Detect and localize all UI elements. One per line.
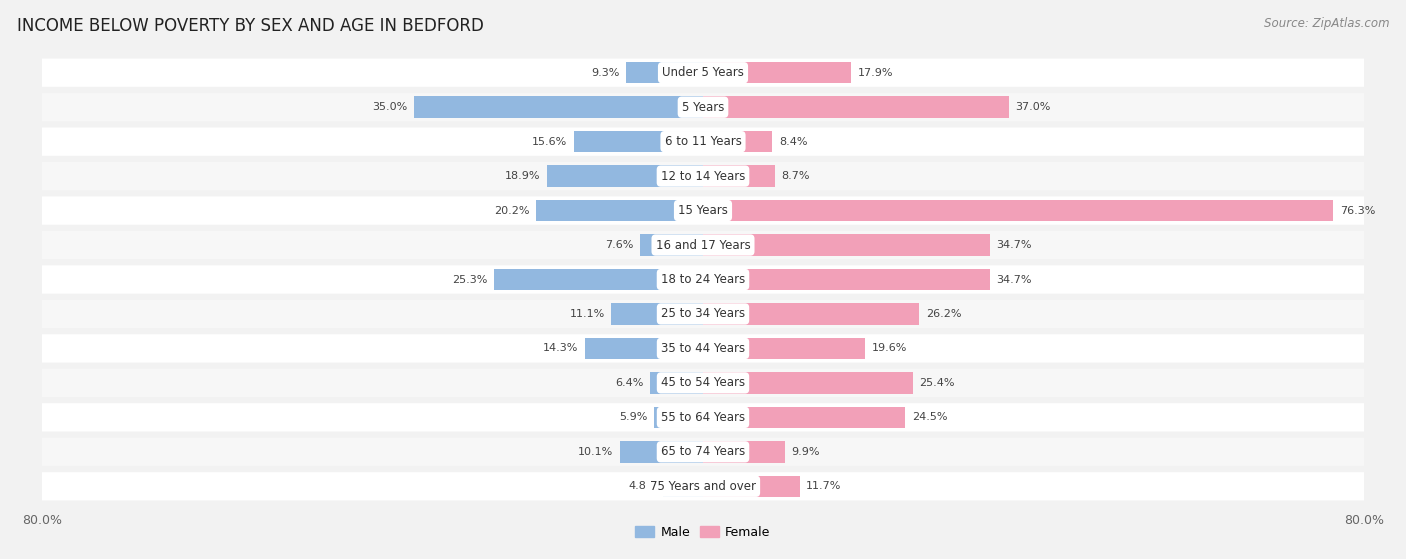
Bar	[703, 131, 772, 152]
Text: 5.9%: 5.9%	[619, 413, 648, 423]
Bar	[703, 407, 905, 428]
Text: 25.4%: 25.4%	[920, 378, 955, 388]
Bar	[703, 62, 851, 83]
Text: 16 and 17 Years: 16 and 17 Years	[655, 239, 751, 252]
Text: 8.7%: 8.7%	[782, 171, 810, 181]
Text: 9.9%: 9.9%	[792, 447, 820, 457]
Text: 17.9%: 17.9%	[858, 68, 893, 78]
Bar	[703, 234, 990, 255]
Text: 5 Years: 5 Years	[682, 101, 724, 113]
Text: 65 to 74 Years: 65 to 74 Years	[661, 446, 745, 458]
Bar	[703, 165, 775, 187]
FancyBboxPatch shape	[0, 266, 1406, 293]
Text: 26.2%: 26.2%	[927, 309, 962, 319]
Text: 14.3%: 14.3%	[543, 343, 578, 353]
Text: Under 5 Years: Under 5 Years	[662, 66, 744, 79]
Text: 37.0%: 37.0%	[1015, 102, 1050, 112]
Bar	[626, 62, 703, 83]
Text: 10.1%: 10.1%	[578, 447, 613, 457]
Text: 19.6%: 19.6%	[872, 343, 907, 353]
Text: 15 Years: 15 Years	[678, 204, 728, 217]
Text: 9.3%: 9.3%	[591, 68, 620, 78]
FancyBboxPatch shape	[0, 300, 1406, 328]
Bar	[612, 304, 703, 325]
Bar	[640, 234, 703, 255]
Text: 34.7%: 34.7%	[997, 240, 1032, 250]
Bar	[703, 97, 1008, 118]
Bar	[574, 131, 703, 152]
Bar	[536, 200, 703, 221]
Text: 7.6%: 7.6%	[605, 240, 634, 250]
FancyBboxPatch shape	[0, 231, 1406, 259]
Bar	[413, 97, 703, 118]
Bar	[650, 372, 703, 394]
Text: Source: ZipAtlas.com: Source: ZipAtlas.com	[1264, 17, 1389, 30]
Bar	[494, 269, 703, 290]
FancyBboxPatch shape	[0, 196, 1406, 225]
FancyBboxPatch shape	[0, 127, 1406, 156]
Bar	[547, 165, 703, 187]
Text: 34.7%: 34.7%	[997, 274, 1032, 285]
Text: 6 to 11 Years: 6 to 11 Years	[665, 135, 741, 148]
Bar	[664, 476, 703, 497]
Bar	[654, 407, 703, 428]
Bar	[703, 269, 990, 290]
Bar	[620, 441, 703, 462]
Text: 18.9%: 18.9%	[505, 171, 540, 181]
Bar	[703, 304, 920, 325]
FancyBboxPatch shape	[0, 59, 1406, 87]
Text: 76.3%: 76.3%	[1340, 206, 1375, 216]
Bar	[703, 372, 912, 394]
Text: 25 to 34 Years: 25 to 34 Years	[661, 307, 745, 320]
Bar	[703, 441, 785, 462]
Text: 20.2%: 20.2%	[494, 206, 530, 216]
FancyBboxPatch shape	[0, 438, 1406, 466]
Text: 6.4%: 6.4%	[616, 378, 644, 388]
FancyBboxPatch shape	[0, 162, 1406, 190]
Text: 45 to 54 Years: 45 to 54 Years	[661, 376, 745, 390]
Text: 12 to 14 Years: 12 to 14 Years	[661, 169, 745, 183]
Bar	[585, 338, 703, 359]
FancyBboxPatch shape	[0, 369, 1406, 397]
Text: INCOME BELOW POVERTY BY SEX AND AGE IN BEDFORD: INCOME BELOW POVERTY BY SEX AND AGE IN B…	[17, 17, 484, 35]
FancyBboxPatch shape	[0, 472, 1406, 500]
Text: 25.3%: 25.3%	[453, 274, 488, 285]
Text: 11.7%: 11.7%	[806, 481, 842, 491]
FancyBboxPatch shape	[0, 93, 1406, 121]
Text: 75 Years and over: 75 Years and over	[650, 480, 756, 493]
Text: 24.5%: 24.5%	[912, 413, 948, 423]
Text: 55 to 64 Years: 55 to 64 Years	[661, 411, 745, 424]
FancyBboxPatch shape	[0, 403, 1406, 432]
Text: 35.0%: 35.0%	[373, 102, 408, 112]
Text: 11.1%: 11.1%	[569, 309, 605, 319]
Text: 8.4%: 8.4%	[779, 136, 807, 146]
FancyBboxPatch shape	[0, 334, 1406, 363]
Text: 4.8%: 4.8%	[628, 481, 657, 491]
Bar	[703, 200, 1333, 221]
Bar	[703, 476, 800, 497]
Legend: Male, Female: Male, Female	[630, 520, 776, 544]
Bar	[703, 338, 865, 359]
Text: 15.6%: 15.6%	[533, 136, 568, 146]
Text: 18 to 24 Years: 18 to 24 Years	[661, 273, 745, 286]
Text: 35 to 44 Years: 35 to 44 Years	[661, 342, 745, 355]
